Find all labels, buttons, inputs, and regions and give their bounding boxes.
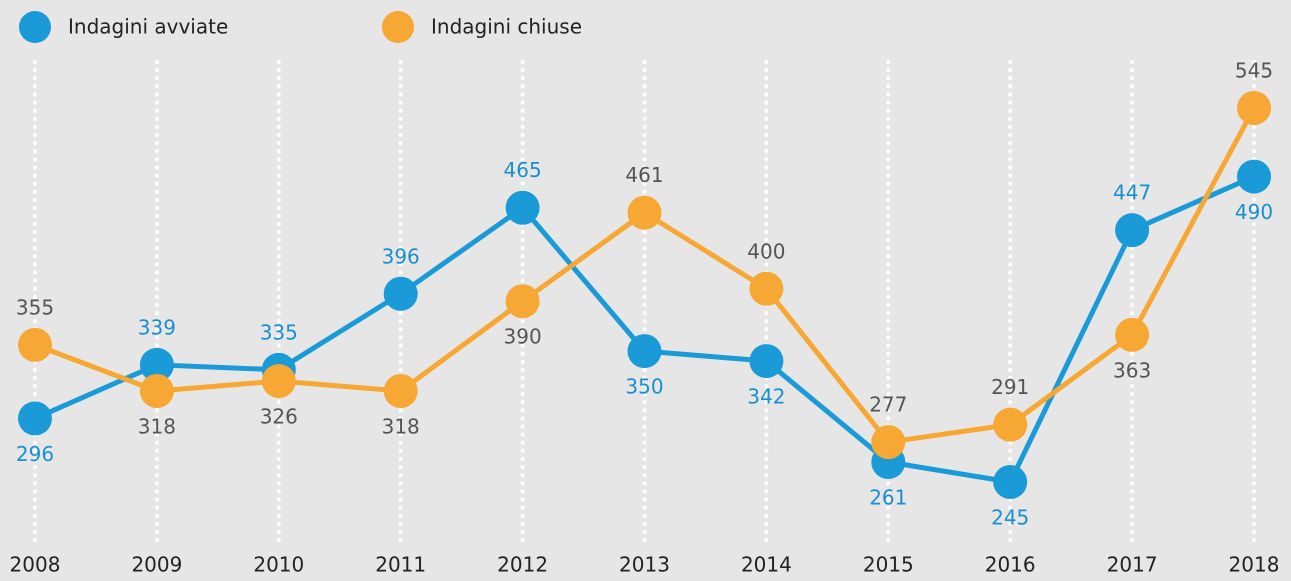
data-point [1237,159,1271,194]
x-tick-label: 2018 [1229,553,1280,577]
data-label: 396 [382,244,420,268]
x-tick-label: 2012 [497,553,548,577]
x-tick-label: 2008 [10,553,61,577]
data-label: 363 [1113,358,1151,382]
data-point [1115,213,1150,248]
legend-label: Indagini avviate [68,15,228,39]
data-label: 355 [16,295,54,319]
data-label: 335 [260,320,298,344]
data-point [749,344,784,379]
data-point [18,401,52,436]
x-tick-label: 2017 [1107,553,1158,577]
data-point [261,364,296,399]
data-label: 296 [16,442,54,466]
legend-label: Indagini chiuse [431,15,582,39]
data-label: 291 [991,375,1029,399]
data-point [18,327,52,362]
x-tick-label: 2011 [375,553,426,577]
data-label: 350 [625,375,663,399]
data-point [383,373,418,408]
data-point [627,334,662,369]
data-label: 318 [382,414,420,438]
data-label: 465 [504,158,542,182]
data-label: 261 [869,486,907,510]
x-tick-label: 2009 [131,553,182,577]
data-label: 318 [138,414,176,438]
data-point [993,465,1028,499]
data-point [505,284,540,319]
data-label: 461 [625,163,663,187]
x-tick-label: 2016 [985,553,1036,577]
data-label: 339 [138,315,176,339]
data-point [139,347,174,382]
data-label: 326 [260,405,298,429]
x-tick-label: 2013 [619,553,670,577]
data-point [1237,91,1271,125]
data-point [139,373,174,408]
data-label: 245 [991,506,1029,530]
data-label: 342 [747,385,785,409]
data-label: 390 [504,325,542,349]
legend-swatch [382,11,414,43]
data-label: 545 [1235,59,1273,83]
data-point [1115,317,1150,352]
data-point [871,425,906,460]
data-point [627,195,662,230]
x-tick-label: 2015 [863,553,914,577]
legend-swatch [19,11,51,43]
data-point [383,276,418,311]
data-point [993,407,1028,442]
data-label: 277 [869,393,907,417]
data-point [505,190,540,225]
x-tick-label: 2010 [253,553,304,577]
data-label: 447 [1113,181,1151,205]
x-tick-label: 2014 [741,553,792,577]
data-label: 400 [747,239,785,263]
data-point [749,271,784,306]
data-label: 490 [1235,200,1273,224]
